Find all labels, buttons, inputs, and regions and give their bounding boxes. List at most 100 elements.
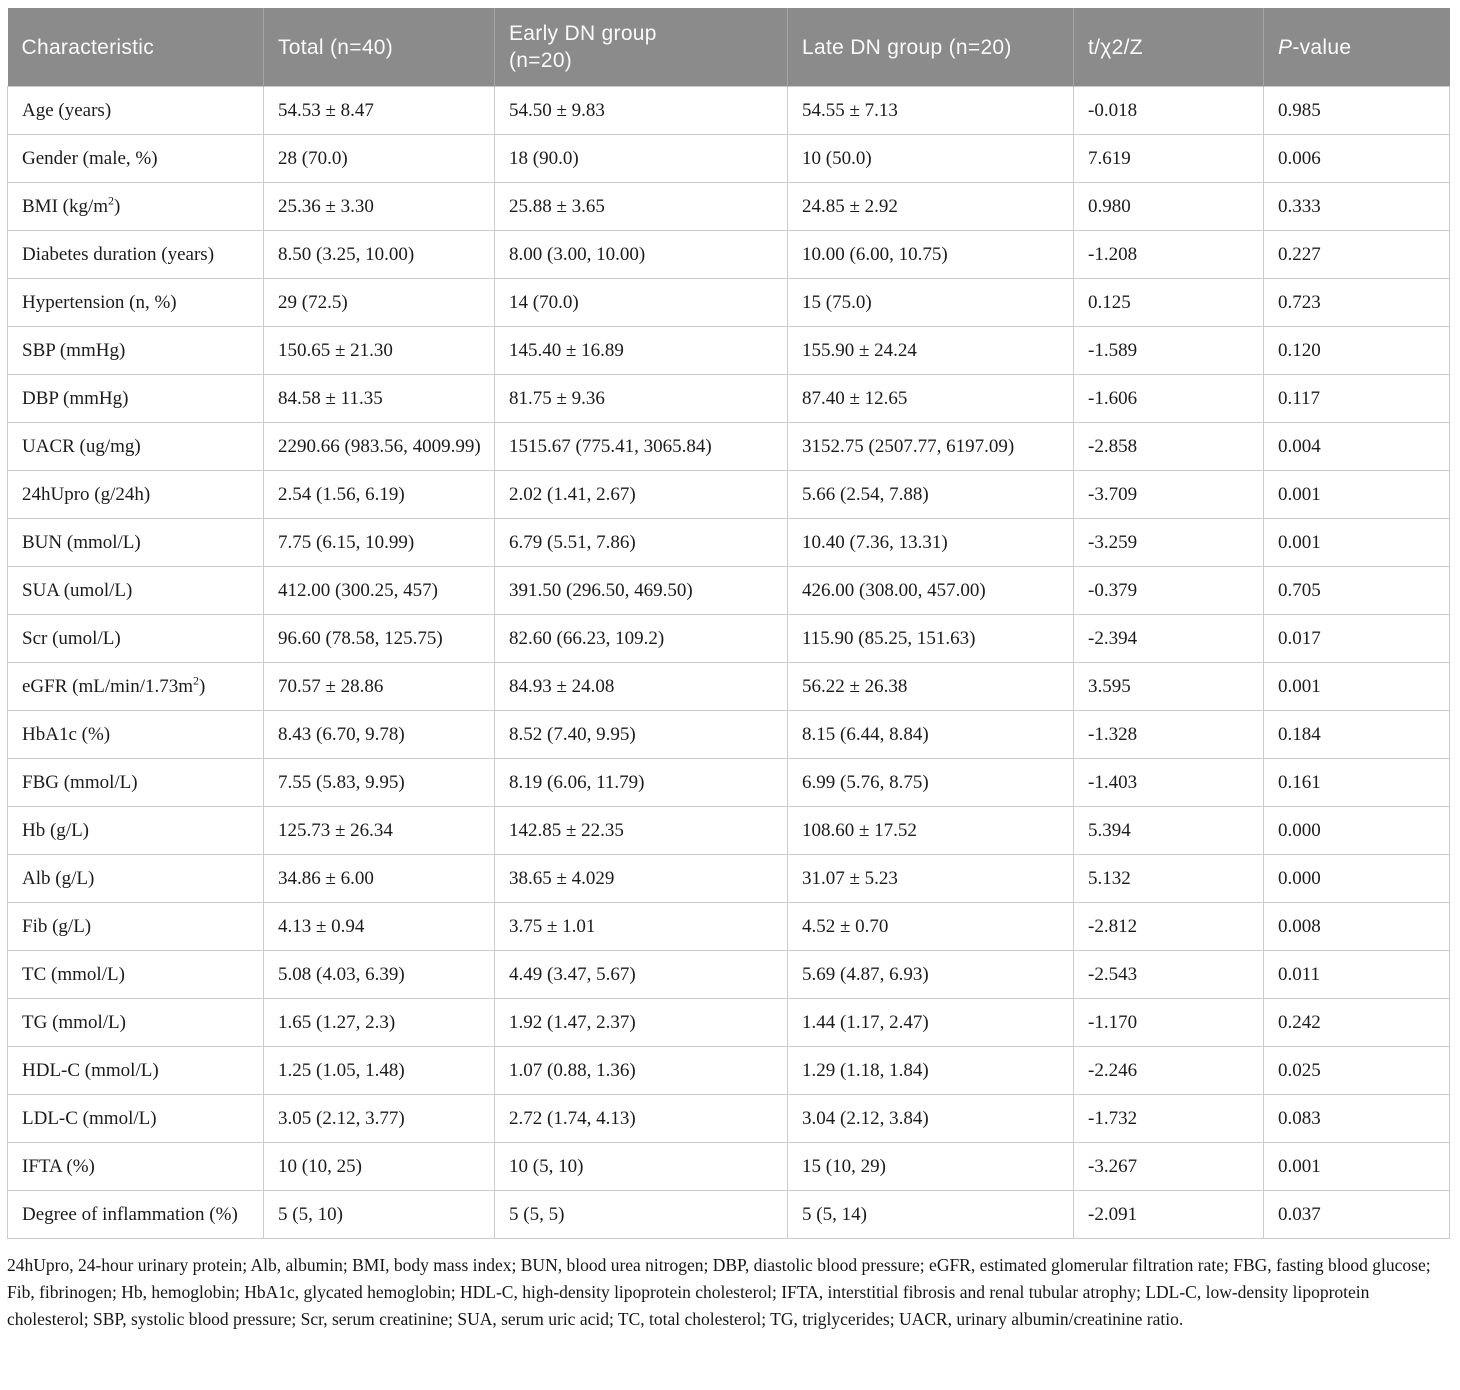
value-cell: 5 (5, 5) [494,1190,788,1239]
table-row: Alb (g/L) 34.86 ± 6.00 38.65 ± 4.029 31.07 … [7,854,1450,903]
value-cell: 7.55 (5.83, 9.95) [263,758,495,807]
characteristic-cell: HbA1c (%) [7,710,264,759]
characteristic-cell: HDL-C (mmol/L) [7,1046,264,1095]
value-cell: 412.00 (300.25, 457) [263,566,495,615]
value-cell: 96.60 (78.58, 125.75) [263,614,495,663]
superscript: 2 [193,673,199,688]
column-header-late-dn-group: Late DN group (n=20) [787,8,1074,87]
value-cell: 15 (10, 29) [787,1142,1074,1191]
table-row: Diabetes duration (years) 8.50 (3.25, 10.… [7,230,1450,279]
value-cell: 5.08 (4.03, 6.39) [263,950,495,999]
value-cell: 1515.67 (775.41, 3065.84) [494,422,788,471]
value-cell: 0.000 [1263,854,1450,903]
value-cell: 28 (70.0) [263,134,495,183]
table-row: HDL-C (mmol/L) 1.25 (1.05, 1.48) 1.07 (0.8… [7,1046,1450,1095]
value-cell: 5.66 (2.54, 7.88) [787,470,1074,519]
value-cell: 0.017 [1263,614,1450,663]
table-row: IFTA (%) 10 (10, 25) 10 (5, 10) 15 (10, 29)… [7,1142,1450,1191]
value-cell: 1.25 (1.05, 1.48) [263,1046,495,1095]
value-cell: -3.709 [1073,470,1264,519]
value-cell: 0.000 [1263,806,1450,855]
table-row: Hypertension (n, %) 29 (72.5) 14 (70.0) 15 … [7,278,1450,327]
characteristic-cell: 24hUpro (g/24h) [7,470,264,519]
table-row: Scr (umol/L) 96.60 (78.58, 125.75) 82.60 (… [7,614,1450,663]
value-cell: 0.120 [1263,326,1450,375]
value-cell: 115.90 (85.25, 151.63) [787,614,1074,663]
header-row: Characteristic Total (n=40) Early DN group… [7,8,1450,87]
value-cell: 14 (70.0) [494,278,788,327]
value-cell: -1.208 [1073,230,1264,279]
value-cell: 2.72 (1.74, 4.13) [494,1094,788,1143]
value-cell: -3.259 [1073,518,1264,567]
value-cell: 7.75 (6.15, 10.99) [263,518,495,567]
value-cell: -3.267 [1073,1142,1264,1191]
value-cell: 24.85 ± 2.92 [787,182,1074,231]
column-header-characteristic: Characteristic [7,8,264,87]
value-cell: -2.543 [1073,950,1264,999]
value-cell: 426.00 (308.00, 457.00) [787,566,1074,615]
table-row: DBP (mmHg) 84.58 ± 11.35 81.75 ± 9.36 87.40… [7,374,1450,423]
characteristic-cell: SBP (mmHg) [7,326,264,375]
value-cell: 155.90 ± 24.24 [787,326,1074,375]
characteristic-cell: Hypertension (n, %) [7,278,264,327]
value-cell: 1.29 (1.18, 1.84) [787,1046,1074,1095]
table-row: FBG (mmol/L) 7.55 (5.83, 9.95) 8.19 (6.06,… [7,758,1450,807]
value-cell: 4.49 (3.47, 5.67) [494,950,788,999]
value-cell: 84.93 ± 24.08 [494,662,788,711]
value-cell: 6.99 (5.76, 8.75) [787,758,1074,807]
value-cell: -1.170 [1073,998,1264,1047]
value-cell: 0.006 [1263,134,1450,183]
value-cell: 29 (72.5) [263,278,495,327]
value-cell: -2.812 [1073,902,1264,951]
value-cell: 142.85 ± 22.35 [494,806,788,855]
value-cell: -2.246 [1073,1046,1264,1095]
table-row: Fib (g/L) 4.13 ± 0.94 3.75 ± 1.01 4.52 ± 0.… [7,902,1450,951]
value-cell: 3152.75 (2507.77, 6197.09) [787,422,1074,471]
table-header: Characteristic Total (n=40) Early DN group… [7,8,1450,87]
value-cell: 25.36 ± 3.30 [263,182,495,231]
table-row: Gender (male, %) 28 (70.0) 18 (90.0) 10 (50… [7,134,1450,183]
value-cell: 0.184 [1263,710,1450,759]
value-cell: 10 (50.0) [787,134,1074,183]
value-cell: 56.22 ± 26.38 [787,662,1074,711]
value-cell: 1.65 (1.27, 2.3) [263,998,495,1047]
value-cell: 84.58 ± 11.35 [263,374,495,423]
value-cell: 38.65 ± 4.029 [494,854,788,903]
characteristic-cell: Alb (g/L) [7,854,264,903]
column-header-p-value: P-value [1263,8,1450,87]
table-body: Age (years) 54.53 ± 8.47 54.50 ± 9.83 54.55… [7,86,1450,1239]
value-cell: 0.011 [1263,950,1450,999]
value-cell: 0.125 [1073,278,1264,327]
table-row: BUN (mmol/L) 7.75 (6.15, 10.99) 6.79 (5.51… [7,518,1450,567]
value-cell: -1.732 [1073,1094,1264,1143]
value-cell: 54.53 ± 8.47 [263,86,495,135]
value-cell: 0.001 [1263,518,1450,567]
value-cell: 70.57 ± 28.86 [263,662,495,711]
value-cell: 8.19 (6.06, 11.79) [494,758,788,807]
value-cell: 6.79 (5.51, 7.86) [494,518,788,567]
value-cell: 0.025 [1263,1046,1450,1095]
value-cell: 2.54 (1.56, 6.19) [263,470,495,519]
value-cell: 15 (75.0) [787,278,1074,327]
baseline-characteristics-table: Characteristic Total (n=40) Early DN group… [7,8,1450,1239]
value-cell: 0.161 [1263,758,1450,807]
value-cell: 8.00 (3.00, 10.00) [494,230,788,279]
value-cell: -1.606 [1073,374,1264,423]
value-cell: 31.07 ± 5.23 [787,854,1074,903]
value-cell: 0.980 [1073,182,1264,231]
column-header-total: Total (n=40) [263,8,495,87]
table-row: Age (years) 54.53 ± 8.47 54.50 ± 9.83 54.55… [7,86,1450,135]
value-cell: 3.05 (2.12, 3.77) [263,1094,495,1143]
value-cell: 108.60 ± 17.52 [787,806,1074,855]
characteristic-cell: IFTA (%) [7,1142,264,1191]
value-cell: 3.595 [1073,662,1264,711]
characteristic-cell: LDL-C (mmol/L) [7,1094,264,1143]
value-cell: 8.15 (6.44, 8.84) [787,710,1074,759]
characteristic-cell: TC (mmol/L) [7,950,264,999]
value-cell: 0.985 [1263,86,1450,135]
value-cell: -2.091 [1073,1190,1264,1239]
value-cell: 145.40 ± 16.89 [494,326,788,375]
table-row: TC (mmol/L) 5.08 (4.03, 6.39) 4.49 (3.47, … [7,950,1450,999]
table-row: HbA1c (%) 8.43 (6.70, 9.78) 8.52 (7.40, 9.… [7,710,1450,759]
characteristic-cell: BUN (mmol/L) [7,518,264,567]
